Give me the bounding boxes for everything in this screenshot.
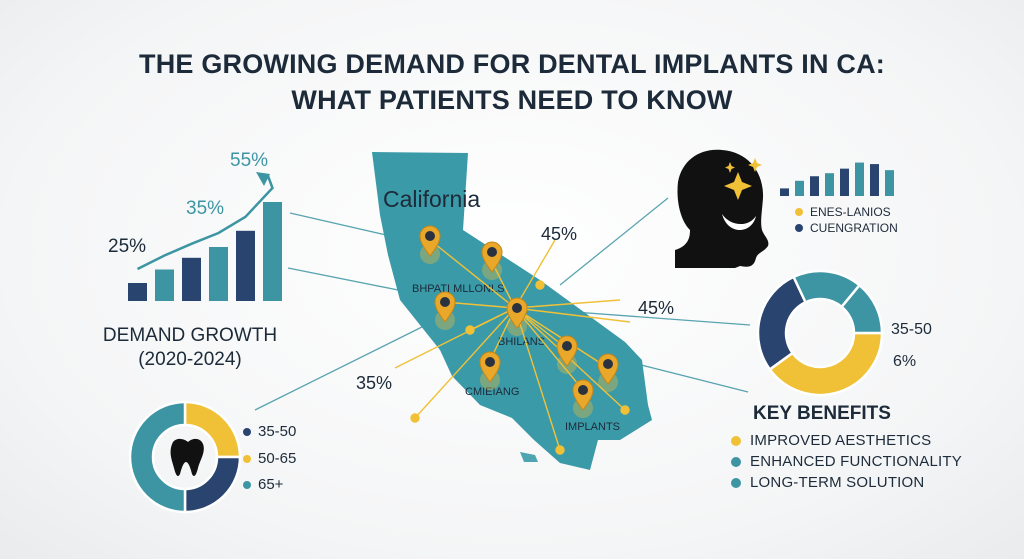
benefits-title: KEY BENEFITS	[753, 403, 891, 424]
glow-dot	[535, 280, 545, 290]
mini-bar	[825, 173, 834, 196]
title-line-2: WHAT PATIENTS NEED TO KNOW	[291, 85, 733, 115]
mini-bar	[780, 188, 789, 196]
region-label-1: BHPATI MLLONLS	[412, 283, 505, 295]
right-donut-label: 35-50	[891, 321, 932, 338]
mini-bar	[855, 162, 864, 196]
age-legend-item: 35-50	[243, 423, 296, 440]
face-legend-item: CUENGRATION	[795, 221, 898, 235]
region-label-3: CMIEIANG	[465, 386, 519, 398]
growth-label-line-1: DEMAND GROWTH	[102, 325, 278, 346]
gold-ray	[443, 301, 516, 309]
gold-ray	[514, 307, 561, 451]
callout-45-top: 45%	[541, 224, 577, 244]
callout-35: 35%	[356, 373, 392, 393]
benefit-label: LONG-TERM SOLUTION	[750, 474, 925, 491]
gold-ray	[514, 239, 556, 309]
growth-bar	[128, 283, 147, 301]
growth-bar	[155, 269, 174, 301]
mini-bar	[810, 176, 819, 196]
benefit-item: LONG-TERM SOLUTION	[731, 474, 924, 491]
gold-ray	[514, 299, 621, 309]
legend-dot	[243, 427, 251, 436]
growth-trend-line	[136, 175, 274, 271]
map-pin-icon	[481, 241, 503, 280]
glow-dot	[465, 325, 475, 335]
gold-ray	[414, 307, 516, 419]
growth-bar	[236, 230, 255, 301]
benefit-dot	[731, 456, 741, 467]
legend-dot	[243, 480, 251, 489]
growth-bar	[263, 202, 282, 301]
sparkle-icon	[724, 158, 762, 200]
map-pin-icon	[419, 225, 441, 264]
benefit-dot	[731, 477, 741, 488]
map-pin-icon	[597, 353, 619, 392]
map-pins	[419, 225, 619, 418]
mini-bar-chart	[780, 162, 894, 196]
trend-label-55: 55%	[230, 150, 268, 171]
mini-bar	[795, 180, 804, 196]
gold-ray	[514, 307, 584, 391]
benefit-item: ENHANCED FUNCTIONALITY	[731, 453, 962, 470]
trend-arrow-icon	[256, 172, 270, 186]
donut-slice	[756, 275, 808, 372]
age-donut-chart	[128, 400, 242, 514]
age-legend-item: 65+	[243, 476, 283, 493]
age-legend-label: 50-65	[258, 450, 297, 467]
share-donut-chart	[756, 269, 884, 397]
legend-dot	[243, 454, 251, 463]
region-label-2: BHILANS	[498, 336, 545, 348]
face-legend-label: CUENGRATION	[810, 221, 898, 235]
growth-label-line-2: (2020-2024)	[138, 349, 242, 370]
growth-bar-chart	[128, 172, 282, 301]
trend-label-35: 35%	[186, 198, 224, 219]
face-silhouette-icon	[675, 149, 769, 268]
right-donut-label: 6%	[893, 353, 917, 370]
benefit-item: IMPROVED AESTHETICS	[731, 432, 931, 449]
callout-45-right: 45%	[638, 298, 674, 318]
glow-dot	[410, 413, 420, 423]
tooth-icon	[170, 438, 204, 476]
title-line-1: THE GROWING DEMAND FOR DENTAL IMPLANTS I…	[139, 49, 885, 79]
region-label-4: IMPLANTS	[565, 421, 620, 433]
map-pin-icon	[434, 291, 456, 330]
growth-bar	[182, 257, 201, 301]
map-pin-icon	[479, 351, 501, 390]
mini-bar	[870, 164, 879, 196]
map-pin-icon	[506, 297, 528, 336]
glow-dot	[555, 445, 565, 455]
state-label: California	[383, 186, 480, 212]
legend-dot	[795, 208, 803, 216]
benefit-label: IMPROVED AESTHETICS	[750, 432, 932, 449]
growth-bar	[209, 247, 228, 301]
age-legend-label: 35-50	[258, 423, 297, 440]
mini-bar	[840, 168, 849, 196]
donut-slice	[128, 400, 187, 514]
donut-slice	[768, 331, 884, 397]
glow-dot	[620, 405, 630, 415]
legend-dot	[795, 224, 803, 232]
page-title: THE GROWING DEMAND FOR DENTAL IMPLANTS I…	[0, 46, 1024, 118]
gold-ray	[429, 239, 516, 309]
benefit-dot	[731, 435, 741, 446]
age-legend-item: 50-65	[243, 450, 296, 467]
connector-line	[559, 197, 669, 286]
gold-ray	[514, 307, 631, 323]
map-pin-icon	[572, 379, 594, 418]
connector-line	[254, 317, 441, 411]
age-legend-label: 65+	[258, 476, 284, 493]
trend-label-25: 25%	[108, 236, 146, 257]
face-legend-label: ENES-LANIOS	[810, 205, 891, 219]
face-legend-item: ENES-LANIOS	[795, 205, 891, 219]
island-shape	[520, 452, 538, 462]
benefit-label: ENHANCED FUNCTIONALITY	[750, 453, 962, 470]
donut-slice	[839, 283, 884, 335]
map-pin-icon	[556, 335, 578, 374]
mini-bar	[885, 170, 894, 196]
